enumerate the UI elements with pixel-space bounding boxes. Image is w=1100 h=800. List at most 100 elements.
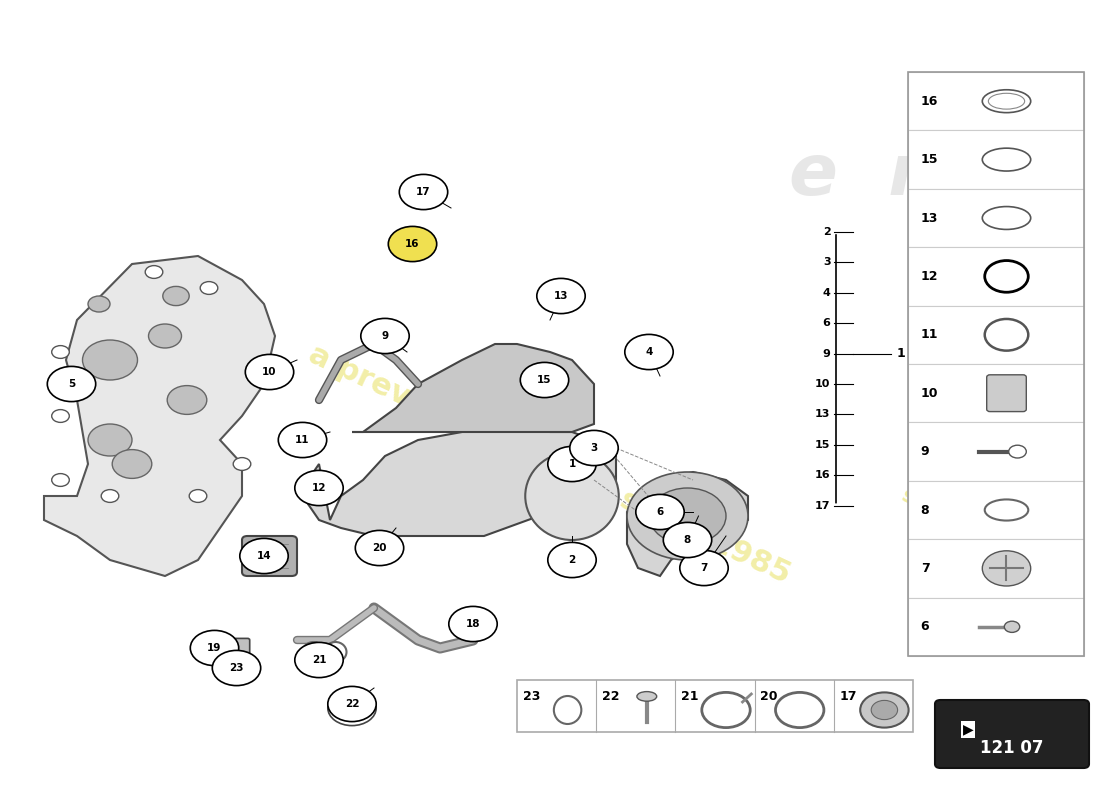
Bar [908, 130, 1084, 189]
Text: 16: 16 [815, 470, 830, 480]
Circle shape [295, 470, 343, 506]
Text: 8: 8 [684, 535, 691, 545]
Bar [908, 306, 1084, 364]
Circle shape [233, 458, 251, 470]
Circle shape [449, 606, 497, 642]
Text: 3: 3 [823, 258, 830, 267]
Circle shape [871, 701, 898, 720]
Circle shape [148, 324, 182, 348]
Circle shape [1004, 621, 1020, 632]
Text: 4: 4 [823, 288, 830, 298]
Text: ▶: ▶ [962, 722, 974, 737]
Circle shape [52, 474, 69, 486]
Text: 15: 15 [921, 153, 938, 166]
Circle shape [82, 340, 138, 380]
Ellipse shape [984, 499, 1028, 521]
Circle shape [101, 490, 119, 502]
Text: 8: 8 [921, 503, 929, 517]
Bar [908, 72, 1084, 130]
Text: 11: 11 [921, 328, 938, 342]
Circle shape [984, 261, 1028, 292]
Circle shape [982, 550, 1031, 586]
Text: 19: 19 [207, 643, 222, 653]
Text: 13: 13 [553, 291, 569, 301]
Circle shape [520, 362, 569, 398]
Circle shape [663, 522, 712, 558]
Text: 15: 15 [815, 440, 830, 450]
Text: 5: 5 [68, 379, 75, 389]
Bar [908, 598, 1084, 656]
Text: 7: 7 [921, 562, 929, 575]
Circle shape [537, 278, 585, 314]
Circle shape [776, 693, 824, 728]
Circle shape [52, 410, 69, 422]
Circle shape [636, 494, 684, 530]
Text: e  res: e res [789, 142, 1015, 210]
Circle shape [399, 174, 448, 210]
Circle shape [52, 346, 69, 358]
Text: 17: 17 [416, 187, 431, 197]
Text: 20: 20 [760, 690, 778, 703]
Text: 13: 13 [815, 410, 830, 419]
Ellipse shape [637, 691, 657, 701]
Text: 16: 16 [405, 239, 420, 249]
Text: 17: 17 [815, 501, 830, 510]
Text: 11: 11 [295, 435, 310, 445]
Circle shape [189, 490, 207, 502]
Text: 16: 16 [921, 94, 938, 108]
Ellipse shape [982, 148, 1031, 171]
Bar [908, 72, 1084, 656]
Circle shape [649, 488, 726, 544]
Circle shape [163, 286, 189, 306]
Text: 10: 10 [815, 379, 830, 389]
Text: 121 07: 121 07 [980, 739, 1044, 757]
Circle shape [702, 693, 750, 728]
Circle shape [295, 642, 343, 678]
Ellipse shape [982, 90, 1031, 113]
Text: 22: 22 [602, 690, 619, 703]
Text: 1: 1 [569, 459, 575, 469]
Text: 21: 21 [681, 690, 698, 703]
Text: 9: 9 [921, 445, 929, 458]
Circle shape [355, 530, 404, 566]
Text: 18: 18 [465, 619, 481, 629]
Circle shape [200, 282, 218, 294]
Text: 6: 6 [657, 507, 663, 517]
Circle shape [860, 693, 909, 728]
FancyBboxPatch shape [935, 700, 1089, 768]
Text: 12: 12 [921, 270, 938, 283]
Text: 15: 15 [537, 375, 552, 385]
Circle shape [240, 538, 288, 574]
Bar [908, 539, 1084, 598]
Circle shape [47, 366, 96, 402]
Circle shape [361, 318, 409, 354]
Text: 9: 9 [823, 349, 830, 358]
Text: 1: 1 [896, 347, 905, 360]
Bar [908, 247, 1084, 306]
Text: 14: 14 [256, 551, 272, 561]
Text: 23: 23 [522, 690, 540, 703]
Text: 4: 4 [646, 347, 652, 357]
Text: 17: 17 [839, 690, 857, 703]
Text: 3: 3 [591, 443, 597, 453]
Circle shape [548, 446, 596, 482]
Circle shape [680, 550, 728, 586]
Circle shape [625, 334, 673, 370]
Circle shape [88, 424, 132, 456]
Circle shape [145, 266, 163, 278]
Text: 23: 23 [229, 663, 244, 673]
Circle shape [570, 430, 618, 466]
Text: 6: 6 [823, 318, 830, 328]
Polygon shape [627, 472, 748, 576]
Circle shape [190, 630, 239, 666]
Ellipse shape [982, 206, 1031, 230]
Text: 6: 6 [921, 620, 929, 634]
Circle shape [548, 542, 596, 578]
Ellipse shape [988, 94, 1024, 109]
Text: a previ   n for parts since 1985: a previ n for parts since 1985 [305, 339, 795, 589]
Ellipse shape [554, 696, 581, 724]
Text: 12: 12 [311, 483, 327, 493]
Text: 7: 7 [701, 563, 707, 573]
Polygon shape [308, 424, 616, 536]
Circle shape [328, 690, 376, 726]
